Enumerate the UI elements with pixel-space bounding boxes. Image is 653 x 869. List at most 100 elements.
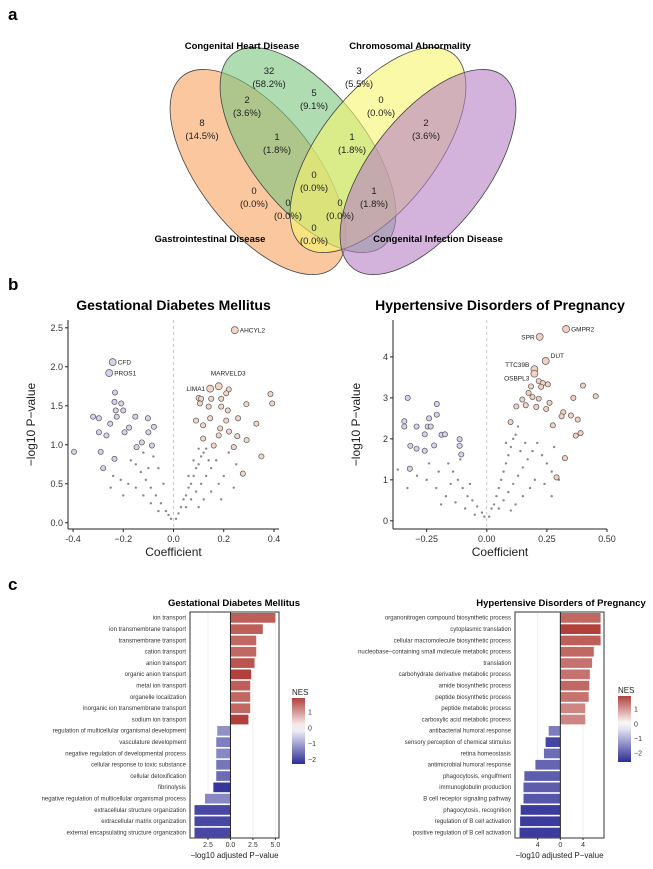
data-point-highlighted xyxy=(401,418,408,425)
data-point xyxy=(235,463,238,466)
data-point-highlighted xyxy=(218,403,225,410)
data-point xyxy=(447,462,450,465)
category-label: positive regulation of B cell activation xyxy=(413,830,511,836)
data-point xyxy=(451,470,455,473)
bar xyxy=(194,827,231,838)
category-label: carbohydrate derivative metabolic proces… xyxy=(399,672,511,678)
data-point-highlighted xyxy=(558,413,565,420)
category-label: organelle localization xyxy=(130,695,186,701)
data-point-highlighted xyxy=(205,403,212,410)
x-tick-label: 0 xyxy=(558,842,562,849)
venn-region-percent: (0.0%) xyxy=(367,108,395,119)
category-label: translation xyxy=(483,661,511,667)
legend-tick-label: 1 xyxy=(308,710,312,717)
data-point xyxy=(187,486,190,489)
data-point xyxy=(480,511,484,514)
data-point-highlighted xyxy=(267,391,274,398)
data-point-highlighted xyxy=(215,432,222,439)
category-label: cellular macromolecule biosynthetic proc… xyxy=(394,638,511,644)
bar xyxy=(230,692,251,702)
data-point xyxy=(473,513,476,516)
data-point xyxy=(526,458,529,461)
data-point-highlighted xyxy=(456,442,463,449)
data-point xyxy=(167,513,170,517)
data-point xyxy=(425,478,428,482)
x-tick-label: −0.2 xyxy=(114,534,132,544)
bar xyxy=(194,805,231,815)
data-point xyxy=(197,463,200,466)
data-point xyxy=(454,501,457,504)
data-point-labeled xyxy=(214,382,223,391)
data-point-highlighted xyxy=(207,415,214,422)
venn-region-count: 0 xyxy=(311,223,316,234)
category-label: carboxylic acid metabolic process xyxy=(422,717,511,723)
bar xyxy=(524,771,561,781)
category-label: negative regulation of developmental pro… xyxy=(65,751,186,757)
data-point-highlighted xyxy=(546,399,553,406)
x-tick-label: 4 xyxy=(536,842,540,849)
data-point xyxy=(119,478,122,482)
legend-title: NES xyxy=(292,688,308,697)
venn-region-percent: (0.0%) xyxy=(300,236,328,247)
data-point xyxy=(127,482,130,485)
plot-frame xyxy=(189,611,280,839)
data-point xyxy=(550,470,553,473)
data-point xyxy=(157,466,160,470)
category-label: peptide biosynthetic process xyxy=(435,695,511,701)
data-point-highlighted xyxy=(112,389,118,396)
bar xyxy=(230,703,251,714)
data-point xyxy=(492,503,496,506)
bar xyxy=(560,669,590,680)
data-point-highlighted xyxy=(126,424,132,431)
bar xyxy=(230,658,255,668)
venn-set-label: Gastrointestinal Disease xyxy=(155,234,266,245)
point-label: GMPR2 xyxy=(571,327,595,334)
data-point-highlighted xyxy=(132,413,139,420)
data-point xyxy=(456,478,460,482)
data-point xyxy=(159,502,163,505)
data-point xyxy=(516,474,520,477)
data-point xyxy=(449,482,452,486)
legend-tick-label: 1 xyxy=(634,707,638,714)
data-point-highlighted xyxy=(243,401,250,408)
data-point-highlighted xyxy=(200,422,207,429)
legend-tick-label: −1 xyxy=(308,741,316,748)
venn-region-count: 1 xyxy=(349,132,354,143)
category-label: transmembrane transport xyxy=(119,638,187,644)
data-point-highlighted xyxy=(433,411,440,418)
data-point-highlighted xyxy=(421,447,428,454)
x-tick-label: 0.25 xyxy=(538,534,556,544)
data-point-labeled xyxy=(108,358,117,366)
data-point xyxy=(189,498,193,501)
point-label: SPR xyxy=(521,334,535,341)
data-point-highlighted xyxy=(208,395,215,402)
bar xyxy=(535,759,561,770)
data-point xyxy=(197,505,200,509)
venn-set-label: Congenital Heart Disease xyxy=(185,41,300,52)
data-point xyxy=(536,441,539,445)
data-point xyxy=(232,486,235,489)
data-point-highlighted xyxy=(441,431,448,438)
data-point-highlighted xyxy=(107,420,114,427)
data-point-highlighted xyxy=(103,432,110,439)
bar xyxy=(230,613,276,623)
bar xyxy=(230,646,257,657)
data-point-highlighted xyxy=(218,395,225,402)
bar xyxy=(520,805,561,815)
data-point-highlighted xyxy=(533,403,540,410)
bar xyxy=(213,782,231,793)
bar xyxy=(205,793,231,804)
data-point-labeled xyxy=(562,325,570,333)
data-point-highlighted xyxy=(95,429,102,436)
legend-tick-label: 0 xyxy=(634,721,638,728)
data-point xyxy=(497,486,500,490)
data-point-highlighted xyxy=(543,405,550,412)
data-point-labeled xyxy=(105,369,114,377)
data-point-highlighted xyxy=(100,465,107,472)
x-tick-label: −0.25 xyxy=(415,534,438,544)
x-tick-label: 0.0 xyxy=(167,534,180,544)
bar xyxy=(216,748,231,759)
data-point xyxy=(552,445,556,449)
data-point xyxy=(169,517,173,521)
data-point-highlighted xyxy=(235,415,242,422)
